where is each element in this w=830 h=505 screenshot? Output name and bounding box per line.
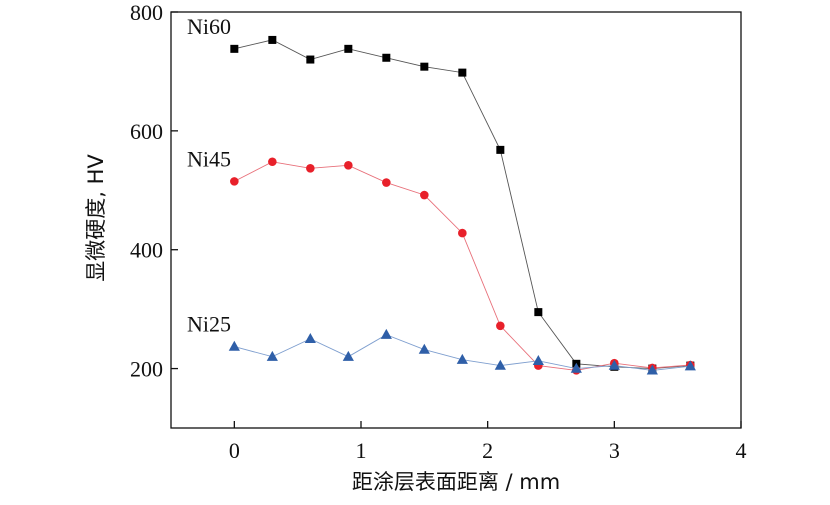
data-point-ni25	[266, 350, 278, 361]
data-point-ni60	[534, 308, 543, 317]
data-point-ni25	[494, 359, 506, 370]
data-point-ni60	[268, 35, 277, 44]
data-point-ni45	[496, 321, 505, 331]
series-line-ni45	[234, 161, 691, 371]
data-point-ni45	[458, 228, 467, 238]
data-point-ni25	[380, 328, 392, 339]
y-tick-label: 200	[130, 357, 163, 382]
x-tick-label: 0	[229, 438, 240, 463]
y-tick-label: 800	[130, 0, 163, 25]
series-layer: Ni60 Ni45 Ni25	[187, 14, 696, 375]
data-point-ni25	[342, 350, 354, 361]
data-point-ni45	[230, 177, 239, 186]
data-point-ni60	[230, 44, 239, 53]
x-tick-label: 4	[736, 438, 747, 463]
ticks-layer: 0 1 2 3 4 200 400 600 800	[130, 0, 747, 463]
data-point-ni60	[382, 53, 391, 62]
series-label-ni25: Ni25	[187, 312, 231, 337]
data-point-ni25	[228, 340, 240, 351]
series-ni60: Ni60	[187, 14, 695, 373]
data-point-ni25	[456, 353, 468, 364]
series-line-ni60	[234, 39, 691, 370]
x-axis-label: 距涂层表面距离 / mm	[352, 470, 560, 494]
series-label-ni45: Ni45	[187, 146, 231, 171]
series-line-ni25	[234, 334, 691, 371]
series-label-ni60: Ni60	[187, 14, 231, 39]
data-point-ni25	[608, 359, 620, 370]
y-axis-label: 显微硬度, HV	[84, 154, 108, 282]
data-point-ni45	[306, 163, 315, 173]
data-point-ni25	[570, 362, 582, 373]
data-point-ni25	[418, 343, 430, 354]
data-point-ni45	[382, 178, 391, 187]
series-ni25: Ni25	[187, 312, 696, 375]
data-point-ni60	[496, 145, 505, 154]
data-point-ni60	[458, 68, 467, 77]
data-point-ni25	[646, 364, 658, 375]
x-tick-label: 2	[482, 438, 493, 463]
data-point-ni45	[268, 157, 277, 167]
data-point-ni25	[532, 355, 544, 366]
data-point-ni60	[306, 55, 315, 64]
series-ni45: Ni45	[187, 146, 695, 375]
y-tick-label: 600	[130, 119, 163, 144]
x-tick-label: 3	[609, 438, 620, 463]
plot-frame	[170, 11, 742, 429]
data-point-ni60	[420, 62, 429, 71]
data-point-ni45	[344, 161, 353, 170]
data-point-ni45	[420, 190, 429, 200]
x-tick-label: 1	[356, 438, 367, 463]
data-point-ni60	[344, 44, 353, 53]
data-point-ni25	[684, 360, 696, 371]
data-point-ni25	[304, 333, 316, 344]
y-tick-label: 400	[130, 238, 163, 263]
